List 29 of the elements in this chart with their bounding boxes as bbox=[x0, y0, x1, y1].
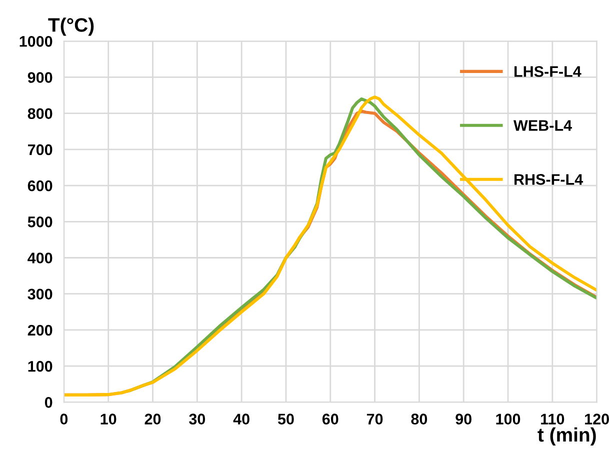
y-tick-label: 200 bbox=[28, 324, 52, 336]
y-tick-label: 1000 bbox=[20, 36, 52, 47]
y-tick-label: 400 bbox=[28, 252, 52, 264]
x-tick-label: 40 bbox=[233, 414, 250, 424]
y-axis-title: T(°C) bbox=[48, 18, 94, 36]
y-tick-label: 600 bbox=[28, 180, 52, 192]
x-tick-label: 90 bbox=[456, 414, 472, 424]
legend-label: RHS-F-L4 bbox=[514, 174, 583, 185]
x-tick-label: 110 bbox=[541, 414, 564, 424]
x-tick-label: 70 bbox=[366, 414, 383, 424]
legend-label: LHS-F-L4 bbox=[514, 66, 582, 77]
x-tick-label: 80 bbox=[411, 414, 428, 424]
x-tick-label: 100 bbox=[496, 414, 520, 424]
x-tick-label: 50 bbox=[278, 414, 294, 424]
y-tick-label: 800 bbox=[28, 108, 52, 120]
y-tick-label: 700 bbox=[28, 144, 52, 156]
y-tick-label: 100 bbox=[28, 360, 52, 372]
x-tick-label: 60 bbox=[322, 414, 338, 424]
legend-label: WEB-L4 bbox=[513, 120, 572, 131]
x-axis-title: t (min) bbox=[538, 427, 596, 446]
x-tick-label: 10 bbox=[100, 414, 116, 424]
x-tick-label: 20 bbox=[144, 414, 161, 424]
y-tick-label: 900 bbox=[28, 72, 52, 83]
y-tick-label: 500 bbox=[28, 216, 52, 228]
x-tick-label: 120 bbox=[585, 414, 609, 424]
x-tick-label: 0 bbox=[60, 414, 68, 424]
y-tick-label: 0 bbox=[44, 397, 52, 408]
y-tick-label: 300 bbox=[28, 288, 52, 300]
x-tick-label: 30 bbox=[189, 414, 206, 425]
